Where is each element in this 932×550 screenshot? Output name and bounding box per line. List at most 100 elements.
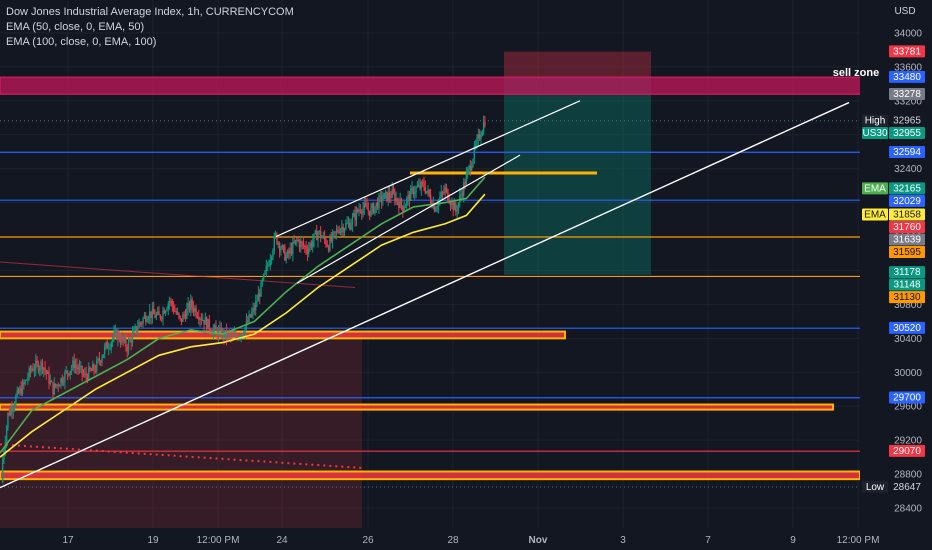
- candle-body: [439, 197, 441, 201]
- candle-body: [383, 193, 385, 199]
- candle-body: [357, 209, 359, 212]
- candle-body: [235, 333, 237, 337]
- candle-body: [274, 233, 277, 237]
- candle-body: [365, 203, 367, 206]
- candle-body: [13, 404, 16, 408]
- fading-trendline: [0, 261, 356, 288]
- price-tag-value: 31639: [893, 234, 921, 245]
- candle-body: [114, 330, 116, 333]
- candle-body: [276, 233, 278, 244]
- price-tag-value: 33480: [893, 72, 921, 83]
- ema50-legend[interactable]: EMA (50, close, 0, EMA, 50): [6, 21, 145, 33]
- candle-body: [184, 315, 187, 319]
- candle-body: [419, 184, 421, 189]
- price-tag: [889, 182, 925, 195]
- candle-body: [322, 235, 324, 238]
- candle-body: [93, 364, 95, 371]
- candle-body: [35, 360, 37, 370]
- candle-body: [415, 187, 417, 193]
- sell-zone-label: sell zone: [833, 67, 879, 79]
- symbol-title[interactable]: Dow Jones Industrial Average Index, 1h, …: [6, 6, 294, 18]
- candle-body: [156, 311, 159, 315]
- candle-body: [403, 207, 405, 212]
- candle-body: [64, 372, 66, 383]
- candle-body: [77, 367, 79, 370]
- price-tag-label-bg: [862, 127, 888, 140]
- candle-body: [350, 224, 352, 230]
- price-tag: [889, 480, 925, 493]
- price-tag: [889, 45, 925, 58]
- candle-body: [183, 314, 185, 316]
- candle-body: [443, 192, 445, 194]
- candle-body: [441, 192, 444, 194]
- candle-body: [206, 317, 208, 330]
- candle-body: [134, 326, 136, 330]
- candle-body: [244, 327, 246, 335]
- candle-body: [305, 246, 307, 251]
- candle-body: [111, 338, 114, 343]
- candle-body: [113, 332, 115, 339]
- price-tag-label: High: [865, 116, 886, 127]
- candle-body: [306, 250, 309, 255]
- candle-body: [240, 333, 242, 338]
- price-tag-label: EMA: [864, 183, 886, 194]
- candle-body: [40, 361, 42, 369]
- candle-body: [125, 338, 127, 348]
- candle-body: [194, 308, 196, 312]
- candle-body: [143, 315, 146, 319]
- candle-body: [387, 192, 389, 201]
- candle-body: [154, 314, 156, 318]
- candle-body: [142, 318, 144, 324]
- candle-body: [73, 360, 75, 369]
- candle-body: [176, 312, 179, 314]
- candle-body: [281, 245, 283, 249]
- candle-body: [436, 206, 438, 209]
- candle-body: [8, 412, 10, 416]
- candle-body: [264, 271, 266, 275]
- candle-body: [382, 198, 384, 202]
- candle-body: [192, 307, 195, 312]
- candle-body: [474, 144, 477, 146]
- candle-body: [39, 368, 41, 372]
- candle-body: [363, 203, 366, 209]
- price-tag-value: 31858: [893, 209, 921, 220]
- candle-body: [171, 300, 173, 306]
- price-tag: [889, 127, 925, 140]
- candle-body: [215, 325, 217, 330]
- price-tag-label-bg: [862, 480, 888, 493]
- candle-body: [404, 205, 407, 208]
- candle-body: [453, 203, 456, 211]
- candle-body: [129, 340, 131, 342]
- candle-body: [468, 165, 470, 170]
- candle-body: [3, 451, 5, 461]
- candle-body: [252, 307, 254, 313]
- candle-body: [28, 368, 30, 378]
- candle-body: [11, 408, 13, 412]
- candle-body: [402, 205, 404, 212]
- candle-body: [463, 182, 465, 196]
- candle-body: [12, 407, 14, 412]
- price-tick-label: 30000: [894, 368, 922, 379]
- candle-body: [262, 274, 265, 280]
- candle-body: [343, 228, 346, 233]
- candle-body: [429, 195, 432, 203]
- candle-body: [355, 209, 358, 221]
- ema100-line: [0, 193, 486, 458]
- candle-body: [261, 279, 264, 282]
- candle-body: [421, 181, 424, 184]
- candle-body: [361, 211, 363, 214]
- candle-body: [467, 169, 469, 174]
- price-tick-label: 33600: [894, 62, 922, 73]
- time-tick-label: 7: [705, 535, 711, 546]
- price-tag: [889, 444, 925, 457]
- candle-body: [266, 265, 269, 267]
- candle-body: [32, 368, 34, 371]
- candle-body: [259, 293, 261, 297]
- candle-body: [191, 299, 193, 308]
- candle-body: [86, 376, 89, 380]
- candle-body: [92, 364, 94, 371]
- candle-body: [178, 312, 180, 317]
- ema100-legend[interactable]: EMA (100, close, 0, EMA, 100): [6, 36, 157, 48]
- candle-body: [284, 246, 286, 261]
